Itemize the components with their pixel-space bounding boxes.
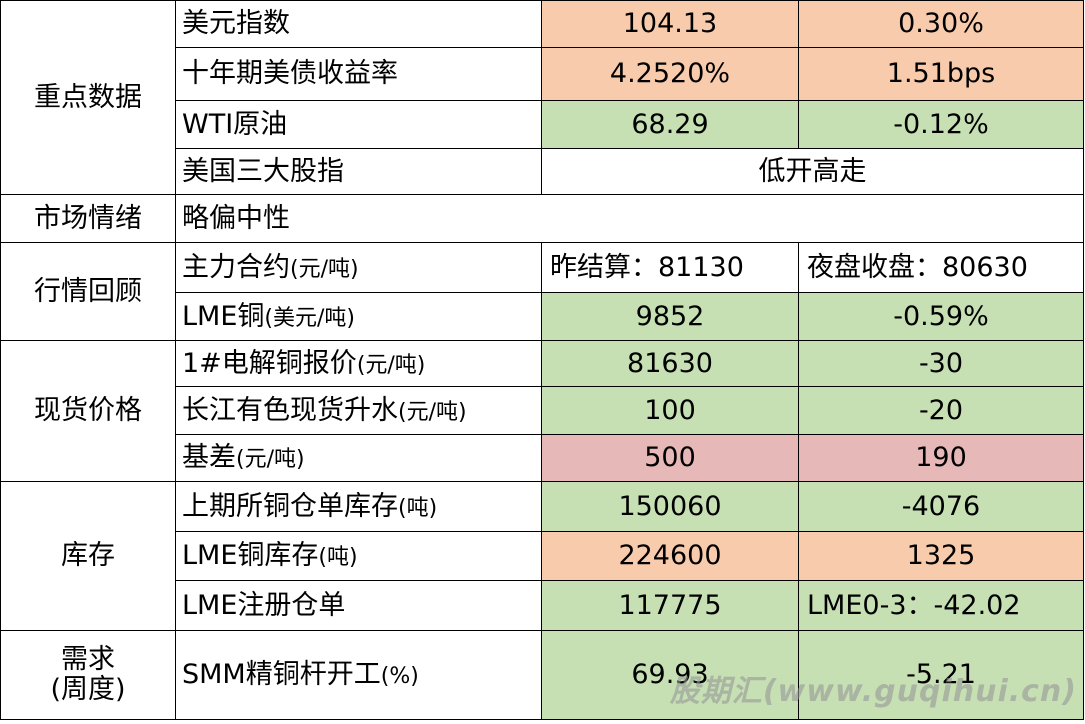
changjiang-unit: (元/吨) <box>398 399 467 425</box>
cu1-label: 1#电解铜报价(元/吨) <box>175 340 542 387</box>
changjiang-label: 长江有色现货升水(元/吨) <box>175 386 542 435</box>
wti-value: 68.29 <box>541 100 799 149</box>
section-key-data: 重点数据 <box>0 0 176 195</box>
us-index-value: 低开高走 <box>541 148 1084 195</box>
main-contract-label: 主力合约(元/吨) <box>175 242 542 293</box>
main-contract-label-text: 主力合约 <box>182 251 290 283</box>
section-spot: 现货价格 <box>0 340 176 482</box>
lme-warrant-value: 117775 <box>541 580 799 631</box>
usd-index-change: 0.30% <box>798 0 1084 48</box>
shfe-stock-unit: (吨) <box>398 495 438 521</box>
us-index-label: 美国三大股指 <box>175 148 542 195</box>
lme-warrant-label: LME注册仓单 <box>175 580 542 631</box>
basis-unit: (元/吨) <box>236 447 305 473</box>
shfe-stock-label-text: 上期所铜仓单库存 <box>182 490 398 522</box>
shfe-stock-value: 150060 <box>541 481 799 532</box>
section-demand-line2: (周度) <box>50 674 126 705</box>
changjiang-value: 100 <box>541 386 799 435</box>
sentiment-value: 略偏中性 <box>175 194 1084 243</box>
cu1-value: 81630 <box>541 340 799 387</box>
wti-change: -0.12% <box>798 100 1084 149</box>
lme-cu-label: LME铜(美元/吨) <box>175 292 542 341</box>
section-review: 行情回顾 <box>0 242 176 341</box>
lme-warrant-spread: LME0-3：-42.02 <box>798 580 1084 631</box>
lme-stock-label: LME铜库存(吨) <box>175 531 542 581</box>
lme-cu-label-text: LME铜 <box>182 300 265 332</box>
smm-value: 69.93 <box>541 630 799 720</box>
lme-cu-value: 9852 <box>541 292 799 341</box>
changjiang-change: -20 <box>798 386 1084 435</box>
smm-unit: (%) <box>380 664 419 690</box>
cu1-label-text: 1#电解铜报价 <box>182 347 357 379</box>
lme-cu-unit: (美元/吨) <box>264 305 355 331</box>
ust10-value: 4.2520% <box>541 47 799 101</box>
lme-stock-unit: (吨) <box>318 545 358 571</box>
smm-label: SMM精铜杆开工(%) <box>175 630 542 720</box>
lme-stock-change: 1325 <box>798 531 1084 581</box>
smm-change: -5.21 <box>798 630 1084 720</box>
section-demand: 需求 (周度) <box>0 630 176 720</box>
ust10-change: 1.51bps <box>798 47 1084 101</box>
section-sentiment: 市场情绪 <box>0 194 176 243</box>
usd-index-label: 美元指数 <box>175 0 542 48</box>
lme-stock-label-text: LME铜库存 <box>182 540 319 572</box>
basis-label-text: 基差 <box>182 442 236 474</box>
section-stock: 库存 <box>0 481 176 631</box>
cu1-unit: (元/吨) <box>356 352 426 378</box>
shfe-stock-label: 上期所铜仓单库存(吨) <box>175 481 542 532</box>
shfe-stock-change: -4076 <box>798 481 1084 532</box>
main-contract-unit: (元/吨) <box>290 256 359 282</box>
ust10-label: 十年期美债收益率 <box>175 47 542 101</box>
watermark: 股期汇(www.guqihui.cn) <box>669 674 1077 709</box>
main-contract-night-close: 夜盘收盘：80630 <box>798 242 1084 293</box>
wti-label: WTI原油 <box>175 100 542 149</box>
basis-change: 190 <box>798 434 1084 482</box>
cu1-change: -30 <box>798 340 1084 387</box>
basis-label: 基差(元/吨) <box>175 434 542 482</box>
section-demand-line1: 需求 <box>61 644 115 676</box>
smm-label-text: SMM精铜杆开工 <box>182 659 381 691</box>
lme-cu-change: -0.59% <box>798 292 1084 341</box>
changjiang-label-text: 长江有色现货升水 <box>182 394 398 426</box>
basis-value: 500 <box>541 434 799 482</box>
lme-stock-value: 224600 <box>541 531 799 581</box>
usd-index-value: 104.13 <box>541 0 799 48</box>
main-contract-prev-settle: 昨结算：81130 <box>541 242 799 293</box>
